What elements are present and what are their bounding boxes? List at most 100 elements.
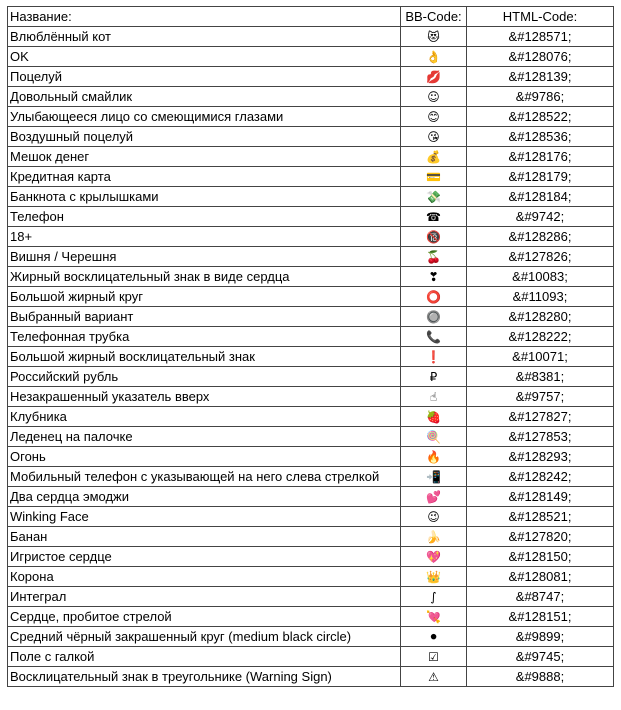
name-cell[interactable]: Большой жирный восклицательный знак: [7, 346, 401, 367]
html-cell[interactable]: &#10083;: [466, 266, 614, 287]
bb-cell[interactable]: 😻: [400, 26, 467, 47]
html-cell[interactable]: &#128536;: [466, 126, 614, 147]
html-cell[interactable]: &#9757;: [466, 386, 614, 407]
bb-cell[interactable]: ₽: [400, 366, 467, 387]
html-cell[interactable]: &#128176;: [466, 146, 614, 167]
name-cell[interactable]: Жирный восклицательный знак в виде сердц…: [7, 266, 401, 287]
html-cell[interactable]: &#128521;: [466, 506, 614, 527]
bb-cell[interactable]: 💰: [400, 146, 467, 167]
name-cell[interactable]: OK: [7, 46, 401, 67]
name-cell[interactable]: Влюблённый кот: [7, 26, 401, 47]
html-cell[interactable]: &#128184;: [466, 186, 614, 207]
bb-cell[interactable]: 🔥: [400, 446, 467, 467]
name-cell[interactable]: Незакрашенный указатель вверх: [7, 386, 401, 407]
name-cell[interactable]: Winking Face: [7, 506, 401, 527]
table-row: Игристое сердце 💖 &#128150;: [7, 546, 614, 567]
bb-cell[interactable]: ☺: [400, 86, 467, 107]
bb-cell[interactable]: 💖: [400, 546, 467, 567]
bb-cell[interactable]: ❗: [400, 346, 467, 367]
bb-cell[interactable]: ⚠: [400, 666, 467, 687]
html-cell[interactable]: &#128571;: [466, 26, 614, 47]
name-cell[interactable]: Довольный смайлик: [7, 86, 401, 107]
name-cell[interactable]: Поцелуй: [7, 66, 401, 87]
html-cell[interactable]: &#128293;: [466, 446, 614, 467]
html-cell[interactable]: &#128179;: [466, 166, 614, 187]
html-cell[interactable]: &#128139;: [466, 66, 614, 87]
bb-cell[interactable]: ☎: [400, 206, 467, 227]
name-cell[interactable]: Интеграл: [7, 586, 401, 607]
html-cell[interactable]: &#8381;: [466, 366, 614, 387]
html-cell[interactable]: &#9899;: [466, 626, 614, 647]
html-cell[interactable]: &#128081;: [466, 566, 614, 587]
bb-cell[interactable]: ∫: [400, 586, 467, 607]
name-cell[interactable]: Корона: [7, 566, 401, 587]
name-cell[interactable]: Российский рубль: [7, 366, 401, 387]
name-cell[interactable]: Улыбающееся лицо со смеющимися глазами: [7, 106, 401, 127]
name-cell[interactable]: Банкнота с крылышками: [7, 186, 401, 207]
bb-cell[interactable]: ⭕: [400, 286, 467, 307]
html-cell[interactable]: &#9745;: [466, 646, 614, 667]
html-cell[interactable]: &#11093;: [466, 286, 614, 307]
html-cell[interactable]: &#128076;: [466, 46, 614, 67]
bb-cell[interactable]: 🍓: [400, 406, 467, 427]
html-cell[interactable]: &#128151;: [466, 606, 614, 627]
name-cell[interactable]: 18+: [7, 226, 401, 247]
name-cell[interactable]: Игристое сердце: [7, 546, 401, 567]
bb-cell[interactable]: ⚫: [400, 626, 467, 647]
bb-cell[interactable]: 😘: [400, 126, 467, 147]
html-cell[interactable]: &#9786;: [466, 86, 614, 107]
html-cell[interactable]: &#128242;: [466, 466, 614, 487]
name-cell[interactable]: Мешок денег: [7, 146, 401, 167]
html-cell[interactable]: &#128150;: [466, 546, 614, 567]
bb-cell[interactable]: 💕: [400, 486, 467, 507]
name-cell[interactable]: Огонь: [7, 446, 401, 467]
html-cell[interactable]: &#127826;: [466, 246, 614, 267]
bb-cell[interactable]: 📞: [400, 326, 467, 347]
html-cell[interactable]: &#127827;: [466, 406, 614, 427]
name-cell[interactable]: Выбранный вариант: [7, 306, 401, 327]
bb-cell[interactable]: 👑: [400, 566, 467, 587]
name-cell[interactable]: Банан: [7, 526, 401, 547]
bb-cell[interactable]: 👌: [400, 46, 467, 67]
name-cell[interactable]: Кредитная карта: [7, 166, 401, 187]
bb-cell[interactable]: 💸: [400, 186, 467, 207]
html-cell[interactable]: &#128149;: [466, 486, 614, 507]
html-cell[interactable]: &#9742;: [466, 206, 614, 227]
html-cell[interactable]: &#128280;: [466, 306, 614, 327]
html-cell[interactable]: &#127820;: [466, 526, 614, 547]
bb-cell[interactable]: 🍒: [400, 246, 467, 267]
name-cell[interactable]: Поле с галкой: [7, 646, 401, 667]
html-cell[interactable]: &#9888;: [466, 666, 614, 687]
bb-cell[interactable]: 🍌: [400, 526, 467, 547]
name-cell[interactable]: Два сердца эмоджи: [7, 486, 401, 507]
bb-cell[interactable]: 😉: [400, 506, 467, 527]
bb-cell[interactable]: 💳: [400, 166, 467, 187]
name-cell[interactable]: Телефонная трубка: [7, 326, 401, 347]
bb-cell[interactable]: 🍭: [400, 426, 467, 447]
bb-cell[interactable]: 🔞: [400, 226, 467, 247]
name-cell[interactable]: Воздушный поцелуй: [7, 126, 401, 147]
name-cell[interactable]: Средний чёрный закрашенный круг (medium …: [7, 626, 401, 647]
name-cell[interactable]: Клубника: [7, 406, 401, 427]
html-cell[interactable]: &#128522;: [466, 106, 614, 127]
bb-cell[interactable]: 😊: [400, 106, 467, 127]
name-cell[interactable]: Телефон: [7, 206, 401, 227]
bb-cell[interactable]: 💋: [400, 66, 467, 87]
bb-cell[interactable]: 💘: [400, 606, 467, 627]
name-cell[interactable]: Вишня / Черешня: [7, 246, 401, 267]
name-cell[interactable]: Большой жирный круг: [7, 286, 401, 307]
bb-cell[interactable]: 📲: [400, 466, 467, 487]
html-cell[interactable]: &#8747;: [466, 586, 614, 607]
name-cell[interactable]: Восклицательный знак в треугольнике (War…: [7, 666, 401, 687]
html-cell[interactable]: &#128286;: [466, 226, 614, 247]
name-cell[interactable]: Леденец на палочке: [7, 426, 401, 447]
bb-cell[interactable]: ❣: [400, 266, 467, 287]
html-cell[interactable]: &#127853;: [466, 426, 614, 447]
bb-cell[interactable]: 🔘: [400, 306, 467, 327]
html-cell[interactable]: &#10071;: [466, 346, 614, 367]
html-cell[interactable]: &#128222;: [466, 326, 614, 347]
name-cell[interactable]: Мобильный телефон с указывающей на него …: [7, 466, 401, 487]
bb-cell[interactable]: ☝: [400, 386, 467, 407]
bb-cell[interactable]: ☑: [400, 646, 467, 667]
name-cell[interactable]: Сердце, пробитое стрелой: [7, 606, 401, 627]
